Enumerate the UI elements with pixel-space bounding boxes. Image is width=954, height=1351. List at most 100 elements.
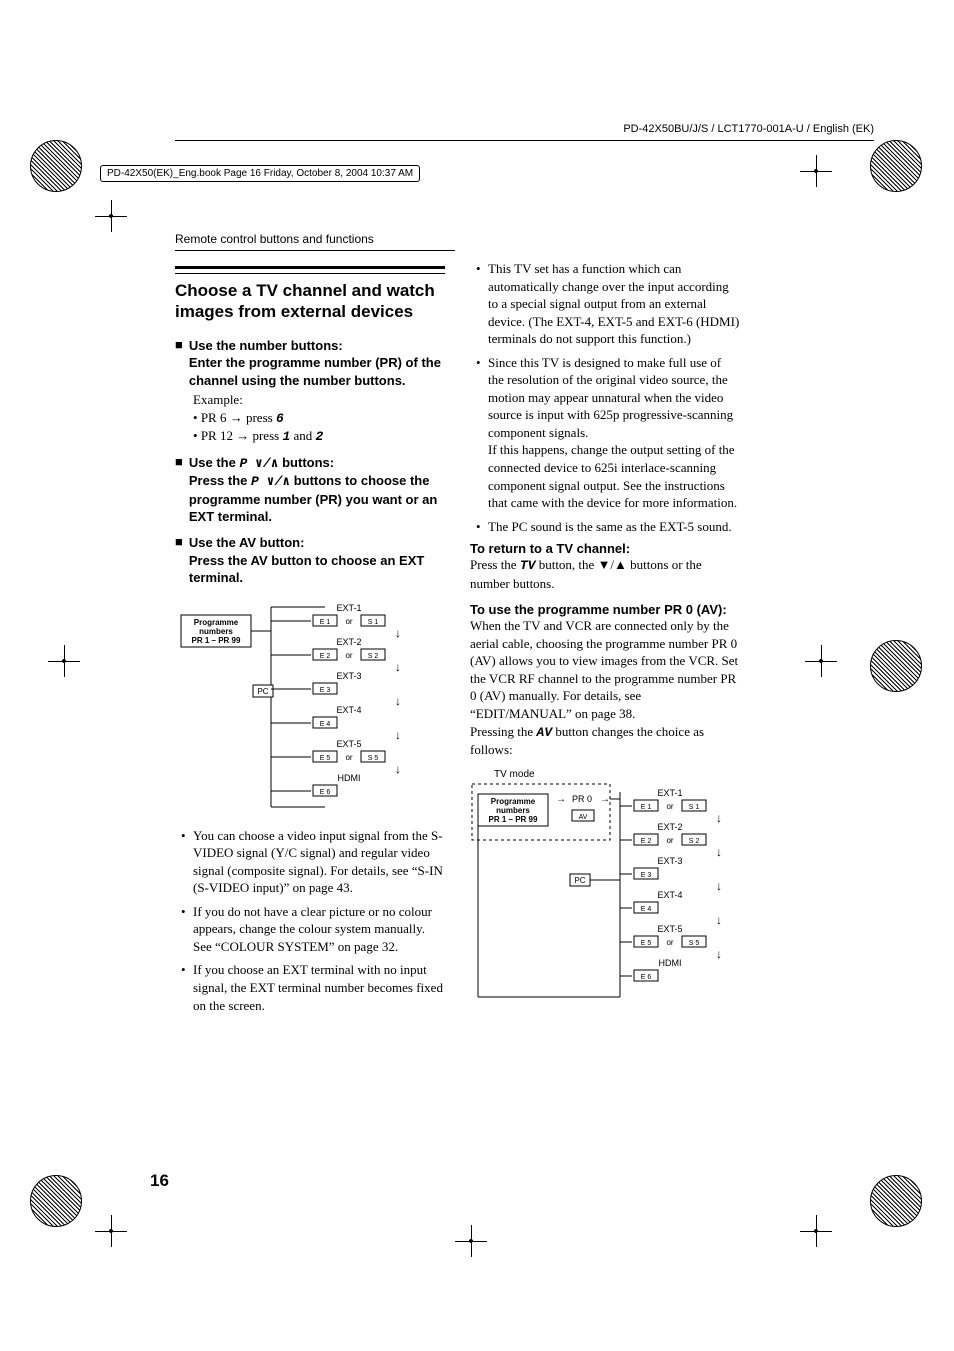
svg-text:PR 1 – PR 99: PR 1 – PR 99	[192, 636, 241, 645]
block1-body: Enter the programme number (PR) of the c…	[189, 355, 441, 388]
bullet-square-icon: ■	[175, 534, 183, 551]
svg-text:EXT-2: EXT-2	[336, 637, 361, 647]
svg-text:PC: PC	[257, 687, 268, 696]
tv-symbol: TV	[520, 558, 536, 573]
svg-text:HDMI: HDMI	[659, 958, 682, 968]
svg-text:or: or	[345, 651, 352, 660]
header-model-line: PD-42X50BU/J/S / LCT1770-001A-U / Englis…	[175, 140, 874, 153]
diagram-av-cycle: TV mode Programme numbers PR 1 – PR 99 →…	[470, 769, 740, 1007]
svg-text:↓: ↓	[395, 626, 401, 640]
block-av-button: ■ Use the AV button: Press the AV button…	[175, 534, 445, 587]
svg-text:S 1: S 1	[689, 804, 700, 811]
svg-text:↓: ↓	[395, 762, 401, 776]
section-header-text: Remote control buttons and functions	[175, 232, 374, 246]
tv-mode-label: TV mode	[494, 769, 740, 780]
right-bullet-2: Since this TV is designed to make full u…	[476, 354, 740, 512]
regmark	[870, 1175, 922, 1227]
svg-text:E 4: E 4	[320, 721, 331, 728]
svg-text:or: or	[666, 836, 673, 845]
diagram2-svg: Programme numbers PR 1 – PR 99 → PR 0 AV…	[470, 782, 740, 1007]
svg-text:AV: AV	[579, 814, 588, 821]
content-columns: Choose a TV channel and watch images fro…	[175, 260, 740, 1020]
regmark	[95, 1215, 127, 1247]
book-header-text: PD-42X50(EK)_Eng.book Page 16 Friday, Oc…	[107, 168, 413, 179]
regmark	[800, 1215, 832, 1247]
svg-text:↓: ↓	[716, 879, 722, 893]
svg-text:E 5: E 5	[641, 940, 652, 947]
page-number: 16	[150, 1171, 169, 1191]
svg-text:S 2: S 2	[689, 838, 700, 845]
b3b: Press the AV button to choose an EXT ter…	[189, 553, 424, 586]
ex2b: press	[249, 428, 282, 443]
example-label: Example:	[193, 391, 445, 409]
svg-text:E 2: E 2	[320, 653, 331, 660]
svg-text:↓: ↓	[395, 694, 401, 708]
regmark	[800, 155, 832, 187]
return-head: To return to a TV channel:	[470, 541, 740, 556]
svg-text:Programme: Programme	[491, 797, 536, 806]
ex1c: 6	[276, 411, 284, 426]
svg-text:E 5: E 5	[320, 755, 331, 762]
svg-text:E 1: E 1	[320, 619, 331, 626]
regmark	[870, 140, 922, 192]
regmark	[805, 645, 837, 677]
svg-text:↓: ↓	[716, 845, 722, 859]
av-symbol: AV	[536, 725, 552, 740]
svg-text:numbers: numbers	[199, 627, 233, 636]
svg-text:E 6: E 6	[641, 974, 652, 981]
left-bullet-3: If you choose an EXT terminal with no in…	[181, 961, 445, 1014]
diagram1-svg: Programme numbers PR 1 – PR 99 PC EXT-1E…	[175, 597, 445, 817]
ex1a: PR 6	[201, 410, 230, 425]
regmark	[48, 645, 80, 677]
pr0-body: When the TV and VCR are connected only b…	[470, 617, 740, 722]
svg-text:S 2: S 2	[368, 653, 379, 660]
book-header: PD-42X50(EK)_Eng.book Page 16 Friday, Oc…	[100, 165, 420, 182]
b2ha: Use the	[189, 455, 240, 470]
b2hb: buttons:	[279, 455, 335, 470]
block-p-buttons: ■ Use the P ∨/∧ buttons: Press the P ∨/∧…	[175, 454, 445, 526]
header-model-text: PD-42X50BU/J/S / LCT1770-001A-U / Englis…	[623, 123, 874, 135]
svg-text:numbers: numbers	[496, 806, 530, 815]
return-body: Press the TV button, the ▼/▲ buttons or …	[470, 556, 740, 592]
bullet-square-icon: ■	[175, 454, 183, 471]
block1-head: Use the number buttons:	[189, 338, 343, 353]
right-bullet-1: This TV set has a function which can aut…	[476, 260, 740, 348]
svg-text:EXT-4: EXT-4	[336, 705, 361, 715]
ex2e: 2	[316, 429, 324, 444]
svg-text:S 5: S 5	[689, 940, 700, 947]
b2ba: Press the	[189, 473, 251, 488]
svg-text:↓: ↓	[716, 913, 722, 927]
svg-text:HDMI: HDMI	[338, 773, 361, 783]
svg-text:EXT-3: EXT-3	[336, 671, 361, 681]
svg-text:E 2: E 2	[641, 838, 652, 845]
right-bullet-3: The PC sound is the same as the EXT-5 so…	[476, 518, 740, 536]
ex1b: press	[243, 410, 276, 425]
svg-text:↓: ↓	[716, 947, 722, 961]
section-title: Choose a TV channel and watch images fro…	[175, 280, 445, 323]
svg-text:EXT-1: EXT-1	[657, 788, 682, 798]
triangle-updown-icon: ▼/▲	[598, 557, 627, 572]
regmark	[30, 1175, 82, 1227]
p-updown-icon: P ∨/∧	[251, 474, 290, 489]
svg-text:EXT-5: EXT-5	[336, 739, 361, 749]
svg-text:↓: ↓	[395, 728, 401, 742]
svg-text:PR 1 – PR 99: PR 1 – PR 99	[489, 815, 538, 824]
svg-text:PC: PC	[574, 876, 585, 885]
rbb: button, the	[535, 557, 597, 572]
svg-text:E 3: E 3	[320, 687, 331, 694]
diagram-ext-cycle: Programme numbers PR 1 – PR 99 PC EXT-1E…	[175, 597, 445, 817]
rba: Press the	[470, 557, 520, 572]
pta: Pressing the	[470, 724, 536, 739]
arrow-right-icon: →	[230, 410, 243, 425]
svg-text:↓: ↓	[716, 811, 722, 825]
svg-text:E 6: E 6	[320, 789, 331, 796]
svg-text:→: →	[556, 794, 566, 805]
svg-text:E 3: E 3	[641, 872, 652, 879]
regmark	[95, 200, 127, 232]
pr0-tail: Pressing the AV button changes the choic…	[470, 723, 740, 759]
p-updown-icon: P ∨/∧	[239, 456, 278, 471]
svg-text:PR 0: PR 0	[572, 794, 592, 804]
svg-text:EXT-1: EXT-1	[336, 603, 361, 613]
left-bullets: You can choose a video input signal from…	[181, 827, 445, 1014]
regmark	[455, 1225, 487, 1257]
